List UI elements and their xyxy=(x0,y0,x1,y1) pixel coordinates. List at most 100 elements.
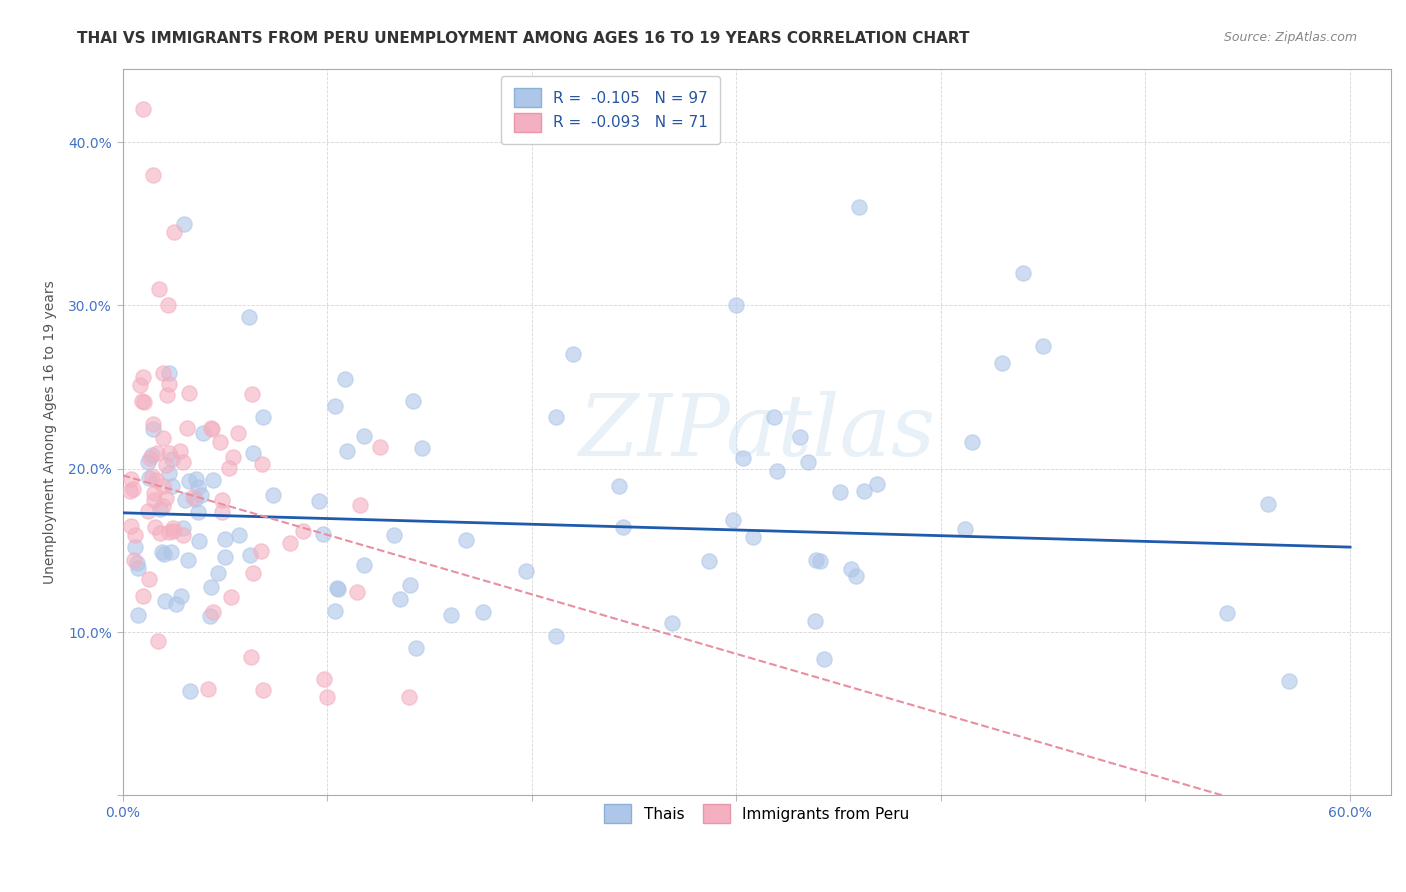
Point xyxy=(150,545,173,559)
Point xyxy=(207,566,229,580)
Point xyxy=(240,387,263,401)
Point xyxy=(169,444,191,458)
Point xyxy=(336,444,359,458)
Point xyxy=(172,521,194,535)
Point xyxy=(200,580,222,594)
Point xyxy=(142,486,165,500)
Point xyxy=(242,446,264,460)
Point xyxy=(262,488,284,502)
Point xyxy=(157,524,180,539)
Point xyxy=(845,569,868,583)
Point xyxy=(163,225,186,239)
Point xyxy=(177,553,200,567)
Point xyxy=(124,541,146,555)
Point xyxy=(162,521,184,535)
Point xyxy=(184,491,207,506)
Text: ZIPatlas: ZIPatlas xyxy=(578,391,935,474)
Point xyxy=(405,640,427,655)
Point xyxy=(368,440,391,454)
Point xyxy=(839,562,862,576)
Point xyxy=(152,367,174,381)
Point xyxy=(278,536,301,550)
Point xyxy=(177,386,200,401)
Point xyxy=(853,484,876,499)
Point xyxy=(129,377,152,392)
Point xyxy=(789,430,811,444)
Point xyxy=(156,298,179,312)
Point xyxy=(201,605,224,619)
Point xyxy=(323,399,346,413)
Point xyxy=(731,451,754,466)
Point xyxy=(742,530,765,544)
Point xyxy=(120,519,142,533)
Point xyxy=(218,461,240,475)
Point xyxy=(200,421,222,435)
Point xyxy=(191,426,214,441)
Point xyxy=(544,629,567,643)
Point xyxy=(138,572,160,586)
Point xyxy=(1216,607,1239,621)
Point xyxy=(157,366,180,380)
Point xyxy=(866,477,889,491)
Point xyxy=(187,480,209,494)
Point xyxy=(214,533,236,547)
Point xyxy=(544,409,567,424)
Point xyxy=(312,527,335,541)
Point xyxy=(953,522,976,536)
Point xyxy=(962,434,984,449)
Point xyxy=(170,589,193,603)
Point xyxy=(1257,497,1279,511)
Point xyxy=(335,372,357,386)
Point xyxy=(142,417,165,431)
Point xyxy=(173,492,195,507)
Point xyxy=(181,490,204,504)
Point xyxy=(250,457,273,471)
Point xyxy=(228,528,250,542)
Point xyxy=(211,505,233,519)
Point xyxy=(353,558,375,572)
Point xyxy=(149,502,172,516)
Legend: Thais, Immigrants from Peru: Thais, Immigrants from Peru xyxy=(592,792,922,835)
Point xyxy=(127,560,149,574)
Point xyxy=(176,421,198,435)
Point xyxy=(1011,266,1033,280)
Point xyxy=(848,200,870,214)
Point xyxy=(146,633,169,648)
Point xyxy=(156,388,179,402)
Point xyxy=(179,683,201,698)
Point xyxy=(797,455,820,469)
Point xyxy=(122,553,145,567)
Point xyxy=(211,492,233,507)
Point xyxy=(120,472,142,486)
Point xyxy=(188,533,211,548)
Point xyxy=(326,581,349,595)
Text: THAI VS IMMIGRANTS FROM PERU UNEMPLOYMENT AMONG AGES 16 TO 19 YEARS CORRELATION : THAI VS IMMIGRANTS FROM PERU UNEMPLOYMEN… xyxy=(77,31,970,46)
Point xyxy=(122,482,145,496)
Point xyxy=(155,491,177,506)
Point xyxy=(186,472,208,486)
Point xyxy=(239,549,262,563)
Point xyxy=(454,533,477,547)
Point xyxy=(197,681,219,696)
Point xyxy=(252,683,274,698)
Point xyxy=(157,466,180,480)
Point xyxy=(136,504,159,518)
Point xyxy=(697,554,720,568)
Point xyxy=(153,593,176,607)
Point xyxy=(139,451,162,466)
Point xyxy=(120,484,142,499)
Point xyxy=(346,585,368,599)
Point xyxy=(813,652,835,666)
Point xyxy=(607,478,630,492)
Point xyxy=(991,355,1014,369)
Point xyxy=(141,448,163,462)
Point xyxy=(804,614,827,628)
Point xyxy=(323,604,346,618)
Point xyxy=(198,608,221,623)
Point xyxy=(312,672,335,686)
Point xyxy=(292,524,315,538)
Point xyxy=(252,410,274,425)
Point xyxy=(165,597,187,611)
Point xyxy=(765,464,787,478)
Point xyxy=(142,492,165,507)
